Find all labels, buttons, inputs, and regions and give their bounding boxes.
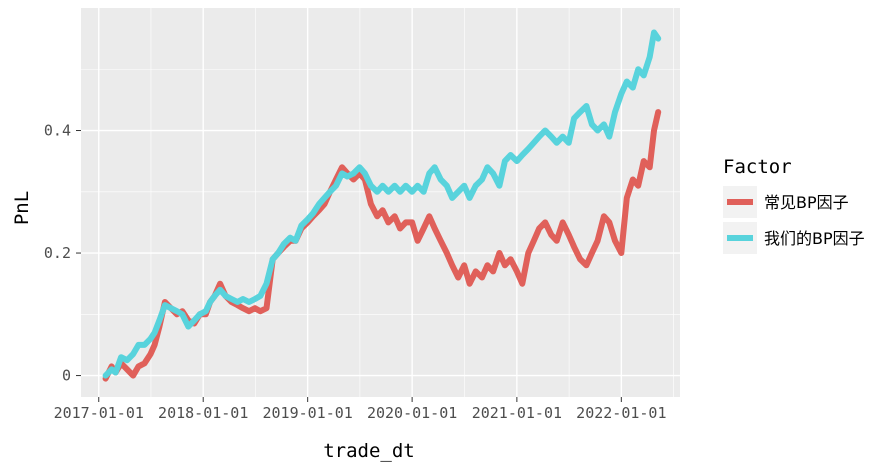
- series-layer: [102, 29, 662, 382]
- x-tick-label: 2018-01-01: [158, 404, 248, 422]
- x-tick-label: 2017-01-01: [54, 404, 144, 422]
- series-line-2: [102, 29, 662, 379]
- x-tick-label: 2022-01-01: [576, 404, 666, 422]
- x-tick-labels: 2017-01-01 2018-01-01 2019-01-01 2020-01-01…: [54, 404, 667, 422]
- major-gridlines: [81, 8, 680, 397]
- y-tick-label: 0.2: [44, 244, 71, 262]
- x-axis-title: trade_dt: [323, 440, 415, 462]
- y-axis-title: PnL: [11, 191, 33, 225]
- minor-gridlines: [81, 8, 680, 397]
- y-tick-label: 0: [62, 367, 71, 385]
- axis-ticks: [76, 130, 622, 402]
- x-tick-label: 2019-01-01: [263, 404, 353, 422]
- legend-title: Factor: [723, 156, 792, 178]
- legend-label-2: 我们的BP因子: [764, 229, 865, 248]
- legend-label-1: 常见BP因子: [764, 193, 849, 212]
- y-tick-labels: 0 0.2 0.4: [44, 122, 71, 385]
- plot-panel: [81, 8, 680, 397]
- x-tick-label: 2021-01-01: [472, 404, 562, 422]
- x-tick-label: 2020-01-01: [367, 404, 457, 422]
- y-tick-label: 0.4: [44, 122, 71, 140]
